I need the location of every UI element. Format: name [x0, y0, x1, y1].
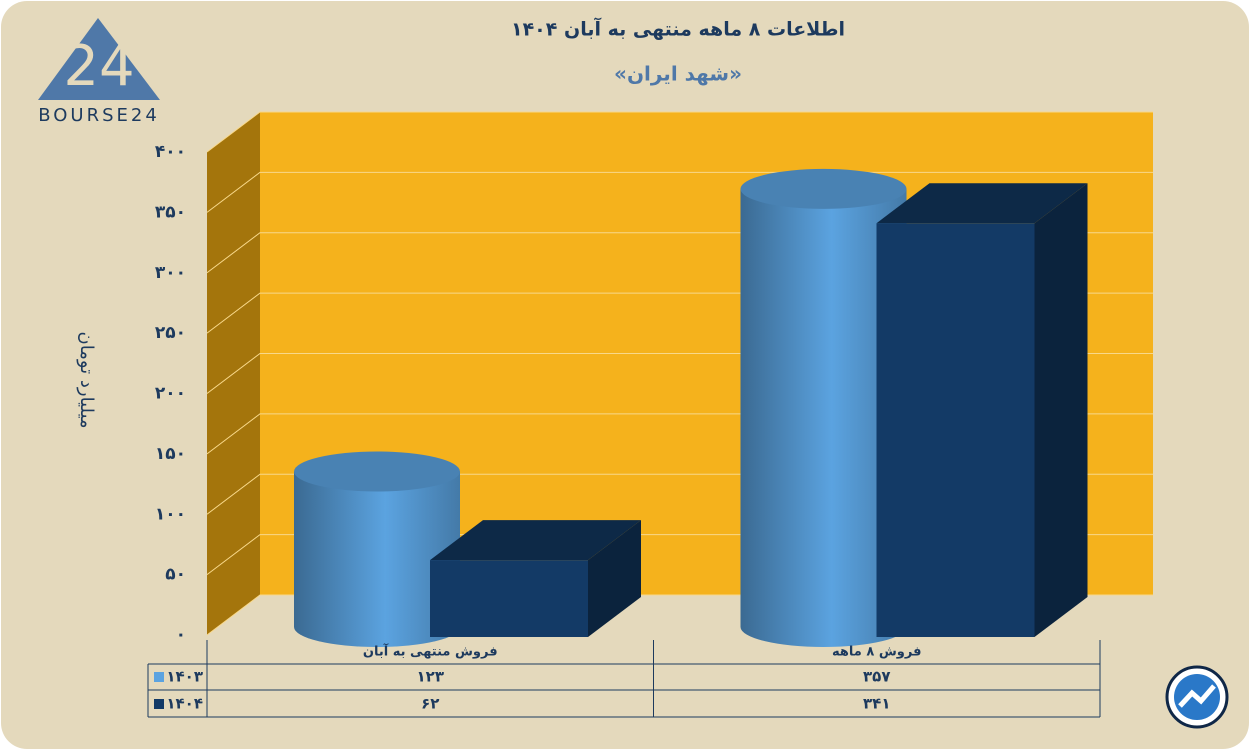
legend-swatch	[154, 672, 164, 682]
y-tick-label: ۳۵۰	[155, 202, 186, 222]
table-value: ۳۴۱	[863, 695, 890, 713]
legend-label: ۱۴۰۳	[166, 668, 203, 686]
y-tick-label: ۴۰۰	[155, 142, 186, 162]
brand-icon	[1165, 665, 1229, 729]
table-value: ۳۵۷	[863, 668, 890, 686]
table-value: ۱۲۳	[417, 668, 444, 686]
y-tick-label: ۲۰۰	[155, 384, 186, 404]
logo-mark: 24	[63, 34, 134, 99]
bar	[294, 451, 460, 647]
chart-title: اطلاعات ۸ ماهه منتهی به آبان ۱۴۰۴	[511, 17, 845, 41]
y-tick-label: ۳۰۰	[155, 263, 186, 283]
y-tick-label: ۵۰	[165, 565, 186, 585]
bar	[740, 168, 907, 648]
y-tick-label: ۱۰۰	[155, 504, 186, 524]
bar	[876, 183, 1088, 637]
logo: 24 BOURSE24	[38, 18, 160, 126]
plot-area: ۰ ۵۰ ۱۰۰ ۱۵۰ ۲۰۰ ۲۵۰ ۳۰۰ ۳۵۰ ۴۰۰ فروش منتهی به آب…	[147, 111, 1153, 718]
x-tick-label: فروش منتهی به آبان	[363, 643, 498, 660]
logo-text: BOURSE24	[38, 105, 160, 126]
table-value: ۶۲	[421, 695, 439, 713]
chart-subtitle: «شهد ایران»	[614, 62, 742, 86]
legend-label: ۱۴۰۴	[166, 695, 203, 713]
y-tick-label: ۲۵۰	[155, 323, 186, 343]
grid-line	[206, 111, 1153, 153]
x-tick-label: فروش ۸ ماهه	[832, 645, 921, 660]
y-tick-label: ۱۵۰	[155, 444, 186, 464]
bar	[430, 520, 641, 637]
y-axis-label: میلیارد تومان	[76, 331, 97, 428]
y-tick-label: ۰	[176, 625, 186, 645]
legend-swatch	[154, 699, 164, 709]
